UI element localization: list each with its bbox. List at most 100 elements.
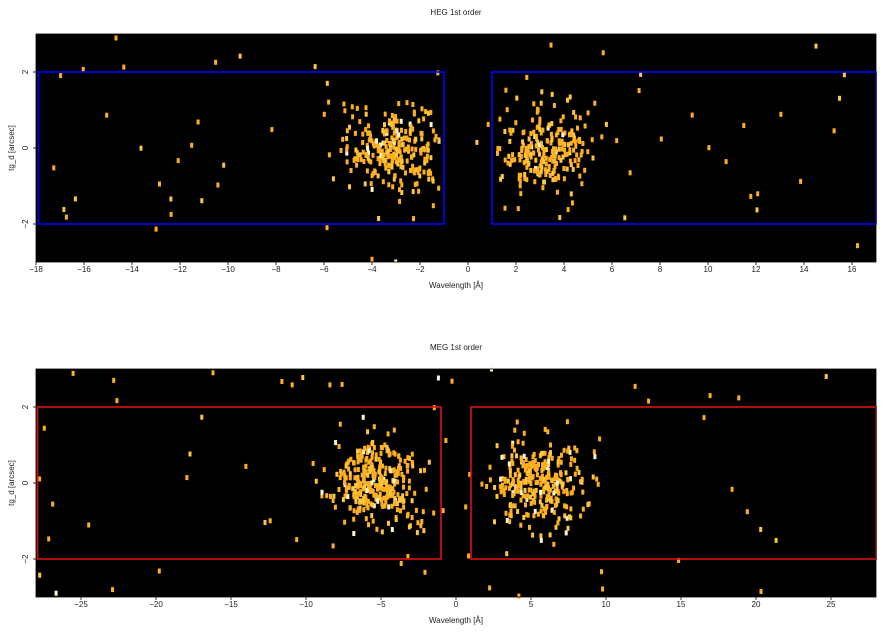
event-point (376, 498, 380, 504)
event-point (539, 169, 543, 175)
event-point (122, 64, 126, 70)
event-point (639, 71, 643, 77)
event-point (759, 526, 763, 532)
event-point (390, 158, 394, 164)
event-point (399, 118, 403, 124)
event-point (534, 133, 538, 139)
event-point (525, 154, 529, 160)
event-point (115, 398, 119, 404)
event-point (546, 472, 550, 478)
event-point (501, 476, 504, 482)
event-point (637, 88, 641, 94)
event-point (561, 481, 565, 487)
event-point (420, 106, 424, 112)
event-point (556, 459, 560, 465)
event-point (431, 203, 435, 209)
event-point (521, 440, 525, 446)
event-point (373, 471, 377, 477)
event-point (539, 451, 543, 457)
event-point (566, 477, 570, 482)
event-point (402, 135, 406, 141)
event-point (551, 158, 555, 164)
event-point (362, 449, 366, 455)
event-point (576, 125, 579, 131)
event-point (600, 569, 603, 575)
event-point (351, 486, 355, 492)
event-point (593, 100, 597, 106)
event-point (623, 215, 627, 221)
event-point (540, 164, 544, 170)
event-point (408, 137, 411, 143)
event-point (396, 492, 400, 498)
event-point (532, 463, 536, 468)
event-point (601, 586, 605, 592)
event-point (325, 225, 329, 231)
event-point (196, 119, 200, 125)
event-point (383, 111, 387, 117)
event-point (503, 129, 507, 134)
event-point (485, 484, 489, 489)
event-point (81, 66, 85, 72)
event-point (358, 119, 362, 125)
event-point (480, 481, 484, 487)
event-point (547, 122, 551, 128)
event-point (382, 486, 386, 492)
event-point (558, 215, 562, 220)
event-point (572, 485, 576, 491)
event-point (500, 484, 504, 490)
event-point (549, 42, 553, 48)
event-point (799, 178, 803, 184)
event-point (551, 483, 555, 489)
event-point (579, 152, 583, 158)
event-point (373, 169, 377, 175)
event-point (536, 106, 540, 112)
event-point (553, 481, 557, 487)
event-point (529, 141, 533, 147)
event-point (390, 503, 394, 509)
event-point (395, 507, 399, 513)
event-point (388, 490, 392, 496)
event-point (381, 179, 385, 185)
event-point (702, 415, 706, 421)
event-point (513, 503, 517, 509)
event-point (381, 154, 385, 160)
event-point (534, 463, 538, 469)
event-point (559, 459, 563, 465)
event-point (410, 460, 414, 465)
event-point (345, 494, 349, 499)
event-point (541, 127, 545, 133)
event-point (353, 467, 357, 473)
event-point (730, 486, 734, 492)
event-point (832, 128, 836, 134)
event-point (526, 512, 530, 518)
event-point (311, 461, 315, 466)
event-point (390, 135, 394, 141)
event-point (579, 513, 583, 519)
event-point (412, 216, 415, 222)
event-point (399, 465, 403, 471)
event-point (400, 190, 404, 195)
event-point (361, 414, 365, 420)
event-point (348, 471, 352, 477)
event-point (544, 147, 548, 153)
event-point (169, 211, 173, 217)
event-point (522, 479, 526, 485)
event-point (615, 138, 619, 144)
event-point (557, 146, 561, 152)
event-point (406, 144, 410, 150)
event-point (569, 191, 573, 197)
event-point (270, 127, 274, 133)
event-point (532, 101, 536, 107)
event-point (355, 162, 359, 168)
event-point (580, 148, 584, 154)
event-point (359, 457, 363, 463)
event-point (495, 443, 499, 449)
event-point (527, 150, 531, 156)
event-point (595, 476, 599, 482)
event-point (365, 456, 369, 461)
event-point (524, 158, 528, 164)
event-point (499, 476, 503, 482)
event-point (378, 491, 382, 497)
event-point (574, 114, 578, 120)
event-point (546, 125, 550, 131)
